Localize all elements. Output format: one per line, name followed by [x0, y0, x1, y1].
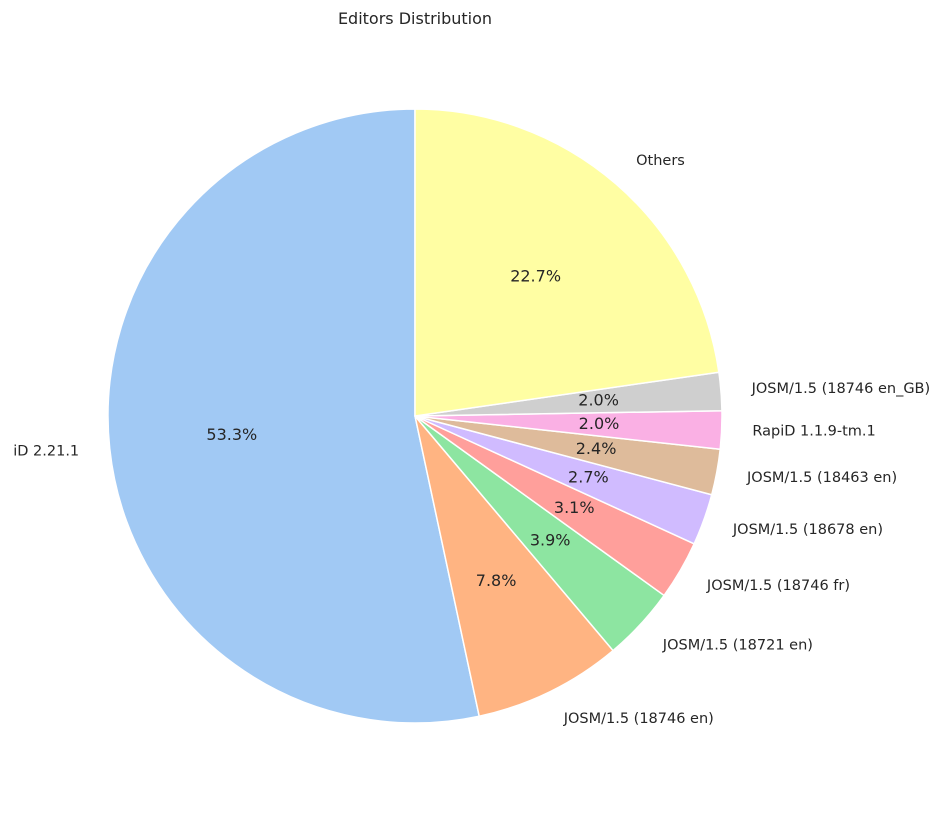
slice-percent-label: 2.4%: [576, 439, 617, 458]
pie-slice: [414, 108, 720, 417]
slice-percent-label: 3.1%: [554, 498, 595, 517]
pie-slice: [107, 108, 480, 724]
slice-percent-label: 7.8%: [476, 571, 517, 590]
slice-label: JOSM/1.5 (18721 en): [662, 637, 813, 653]
chart-title: Editors Distribution: [338, 9, 492, 28]
pie-labels: iD 2.21.1 53.3% JOSM/1.5 (18746 en) 7.8% JOS…: [13, 153, 930, 727]
slice-label: iD 2.21.1: [13, 444, 79, 460]
slice-label: JOSM/1.5 (18463 en): [746, 470, 897, 486]
slice-label: JOSM/1.5 (18678 en): [732, 522, 883, 538]
slice-percent-label: 2.7%: [568, 468, 609, 487]
slice-percent-label: 53.3%: [206, 425, 257, 444]
slice-label: JOSM/1.5 (18746 fr): [706, 578, 850, 594]
slice-percent-label: 2.0%: [579, 414, 620, 433]
pie-slices: [107, 108, 723, 724]
slice-percent-label: 3.9%: [530, 531, 571, 550]
slice-percent-label: 22.7%: [510, 266, 561, 285]
pie-slice: [414, 415, 614, 717]
slice-label: JOSM/1.5 (18746 en_GB): [751, 381, 931, 397]
slice-label: RapiD 1.1.9-tm.1: [752, 423, 875, 439]
slice-label: Others: [636, 153, 685, 169]
slice-percent-label: 2.0%: [578, 391, 619, 410]
slice-label: JOSM/1.5 (18746 en): [563, 711, 714, 727]
